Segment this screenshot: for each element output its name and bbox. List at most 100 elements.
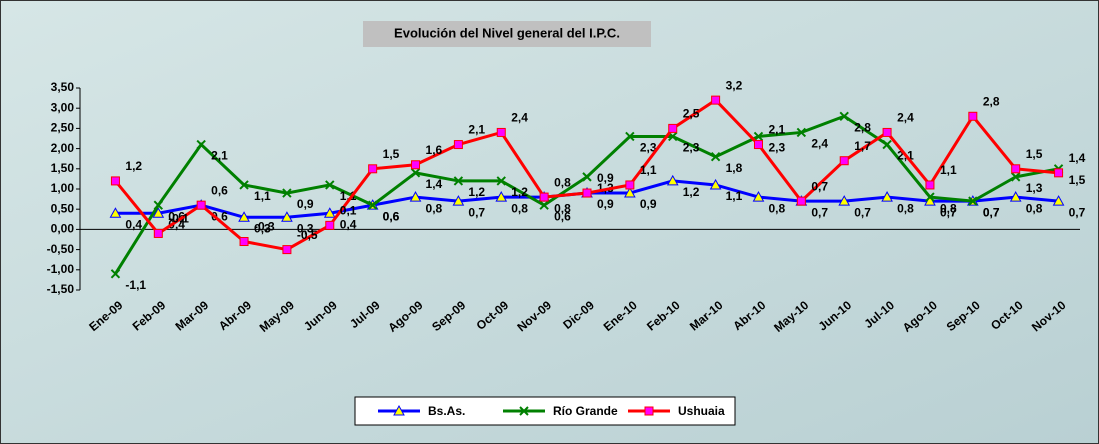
data-point bbox=[453, 140, 463, 150]
data-point bbox=[625, 180, 635, 190]
data-point bbox=[325, 220, 335, 230]
data-point bbox=[110, 176, 120, 186]
data-point bbox=[239, 180, 249, 190]
data-label: 0,7 bbox=[468, 205, 485, 219]
data-label: 1,1 bbox=[254, 189, 271, 203]
data-label: 1,2 bbox=[683, 185, 700, 199]
data-label: 1,5 bbox=[1026, 147, 1043, 161]
data-point bbox=[239, 237, 249, 247]
data-label: 2,4 bbox=[897, 111, 914, 125]
title-box bbox=[363, 21, 651, 47]
data-label: 0,7 bbox=[940, 205, 957, 219]
data-point bbox=[624, 187, 636, 198]
data-point bbox=[323, 207, 336, 218]
data-label: 0,8 bbox=[554, 201, 571, 215]
data-point bbox=[282, 245, 292, 255]
data-label: -1,1 bbox=[125, 278, 146, 292]
data-label: 0,7 bbox=[854, 205, 871, 219]
data-label: 1,6 bbox=[426, 143, 443, 157]
data-point bbox=[153, 200, 164, 210]
data-point bbox=[1011, 164, 1021, 174]
chart-title: Evolución del Nivel general del I.P.C. bbox=[394, 25, 620, 40]
data-label: 2,1 bbox=[468, 123, 485, 137]
data-point bbox=[711, 95, 721, 105]
y-tick-label: 2,50 bbox=[51, 121, 75, 135]
data-label: 0,6 bbox=[211, 209, 228, 223]
data-point bbox=[411, 160, 421, 170]
data-label: 1,2 bbox=[125, 159, 142, 173]
data-point bbox=[110, 269, 121, 279]
data-label: 2,8 bbox=[854, 120, 871, 134]
data-label: 2,4 bbox=[811, 137, 828, 151]
y-tick-label: 2,00 bbox=[51, 141, 75, 155]
data-label: 0,3 bbox=[254, 221, 271, 235]
data-point bbox=[668, 123, 678, 133]
data-label: 0,9 bbox=[597, 171, 614, 185]
data-label: 0,7 bbox=[1069, 205, 1086, 219]
data-point bbox=[368, 164, 378, 174]
data-label: 1,1 bbox=[726, 189, 743, 203]
data-point bbox=[539, 192, 549, 202]
data-point bbox=[881, 191, 893, 202]
legend-label: Bs.As. bbox=[428, 404, 465, 418]
data-point bbox=[666, 174, 679, 186]
data-point bbox=[1052, 195, 1065, 206]
data-label: 0,9 bbox=[597, 197, 614, 211]
data-point bbox=[495, 191, 508, 202]
data-label: 0,6 bbox=[383, 209, 400, 223]
data-point bbox=[709, 178, 722, 190]
data-label: 1,3 bbox=[1026, 181, 1043, 195]
data-point bbox=[882, 127, 892, 137]
data-point bbox=[1009, 191, 1022, 202]
data-label: -0,3 bbox=[254, 220, 275, 234]
data-label: 1,5 bbox=[383, 147, 400, 161]
data-point bbox=[453, 176, 464, 186]
data-label: 0,4 bbox=[168, 217, 185, 231]
data-point bbox=[582, 188, 592, 198]
data-point bbox=[796, 127, 807, 138]
data-point bbox=[925, 192, 935, 202]
data-point bbox=[796, 196, 806, 206]
data-point bbox=[752, 191, 765, 202]
data-point bbox=[238, 211, 250, 222]
data-label: 0,8 bbox=[1026, 201, 1043, 215]
data-point bbox=[968, 111, 978, 121]
data-label: 1,2 bbox=[511, 185, 528, 199]
data-point bbox=[196, 200, 206, 210]
y-tick-label: 3,00 bbox=[51, 100, 75, 114]
data-point bbox=[282, 188, 292, 198]
data-point bbox=[153, 228, 163, 238]
data-label: 2,1 bbox=[768, 123, 785, 137]
data-label: 3,2 bbox=[726, 78, 743, 92]
data-point bbox=[496, 127, 506, 137]
data-label: 2,3 bbox=[768, 141, 785, 155]
data-point bbox=[496, 176, 506, 186]
data-label: 0,7 bbox=[983, 205, 1000, 219]
data-label: 1,7 bbox=[854, 139, 871, 153]
data-label: 2,8 bbox=[983, 94, 1000, 108]
data-label: 1,8 bbox=[726, 161, 743, 175]
data-point bbox=[882, 139, 892, 150]
y-tick-label: -1,00 bbox=[47, 262, 75, 276]
data-point bbox=[753, 131, 764, 142]
data-label: 0,8 bbox=[940, 201, 957, 215]
data-label: 1,5 bbox=[1069, 173, 1086, 187]
data-label: 2,3 bbox=[683, 141, 700, 155]
data-label: 1,4 bbox=[426, 177, 443, 191]
data-label: 0,8 bbox=[554, 175, 571, 189]
data-label: 0,6 bbox=[383, 209, 400, 223]
data-point bbox=[281, 211, 293, 222]
legend-label: Río Grande bbox=[553, 404, 618, 418]
data-point bbox=[539, 200, 549, 210]
data-point bbox=[410, 168, 421, 178]
data-label: -0,5 bbox=[297, 228, 318, 242]
y-tick-label: 1,50 bbox=[51, 161, 75, 175]
data-label: 0,8 bbox=[897, 201, 914, 215]
data-point bbox=[409, 191, 422, 202]
data-label: -0,1 bbox=[168, 212, 189, 226]
data-label: 2,5 bbox=[683, 107, 700, 121]
data-point bbox=[925, 180, 935, 190]
data-point bbox=[710, 151, 721, 162]
